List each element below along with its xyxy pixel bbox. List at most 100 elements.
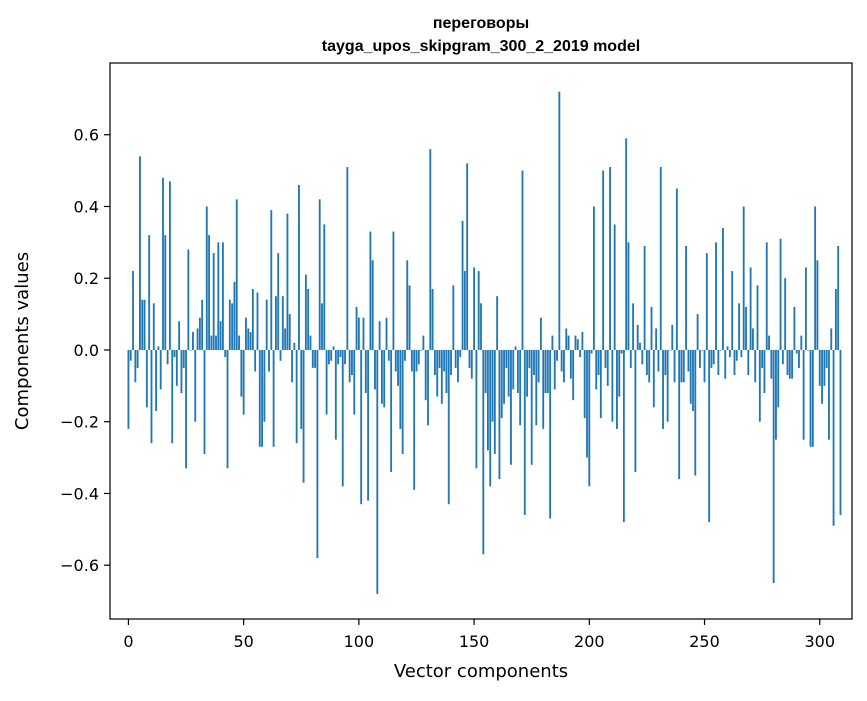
- bar: [132, 271, 134, 350]
- bar: [360, 349, 363, 505]
- bar: [705, 253, 708, 350]
- bar: [371, 260, 374, 350]
- bar: [830, 328, 833, 350]
- bar: [196, 328, 199, 350]
- bar: [696, 314, 699, 350]
- bar: [457, 349, 459, 383]
- bar: [415, 349, 418, 372]
- bar: [551, 335, 554, 350]
- bar: [332, 346, 335, 350]
- bar: [219, 321, 222, 350]
- bar: [436, 349, 439, 397]
- bar: [639, 342, 641, 350]
- bar: [546, 349, 549, 394]
- bar: [602, 170, 605, 350]
- bar: [447, 349, 450, 505]
- chart-title: переговоры: [433, 15, 529, 32]
- bar: [339, 349, 342, 358]
- bar: [392, 231, 395, 350]
- bar: [622, 349, 625, 523]
- bar: [175, 349, 178, 386]
- bar: [231, 303, 234, 350]
- bar: [731, 271, 734, 350]
- bar: [256, 292, 259, 350]
- bar: [814, 206, 817, 350]
- bar: [754, 349, 757, 383]
- bar: [198, 317, 201, 350]
- bar: [588, 349, 591, 487]
- bar: [162, 177, 164, 350]
- bar: [182, 349, 185, 368]
- bar: [351, 349, 353, 376]
- bar: [173, 349, 176, 358]
- bar: [431, 288, 434, 350]
- y-axis-ticks: −0.6 −0.4 −0.2 0.0 0.2 0.4 0.6: [60, 126, 110, 575]
- bar: [500, 349, 503, 419]
- bar: [503, 349, 505, 404]
- bar: [583, 349, 586, 419]
- bar: [825, 349, 828, 368]
- bar: [800, 335, 803, 350]
- bar: [510, 349, 512, 465]
- bar: [327, 349, 330, 365]
- bar: [399, 349, 402, 429]
- bar: [178, 321, 181, 350]
- bar: [427, 349, 429, 426]
- y-tick-label: 0.2: [74, 269, 99, 288]
- bar: [489, 349, 492, 487]
- bar: [168, 181, 171, 350]
- bar: [281, 296, 284, 350]
- bar: [505, 349, 508, 368]
- bar: [408, 285, 411, 350]
- bar: [634, 349, 637, 472]
- bar: [758, 349, 761, 422]
- bar: [205, 206, 208, 350]
- bar: [662, 349, 664, 429]
- bar: [788, 349, 791, 379]
- bar: [397, 349, 399, 386]
- bar: [180, 349, 183, 394]
- bar: [272, 349, 275, 447]
- bar: [295, 349, 298, 444]
- bar: [422, 335, 425, 350]
- bar: [443, 349, 446, 372]
- bar: [717, 349, 720, 376]
- bar: [514, 346, 517, 350]
- y-tick-label: 0.4: [74, 197, 99, 216]
- bar: [576, 339, 579, 350]
- bar: [832, 349, 835, 526]
- bar: [159, 349, 162, 390]
- bar: [463, 271, 466, 350]
- bar: [528, 349, 531, 368]
- bar: [625, 138, 628, 350]
- bar: [228, 299, 231, 350]
- bar: [337, 349, 340, 365]
- bar: [353, 349, 356, 415]
- bar: [749, 267, 752, 350]
- bar: [274, 296, 277, 350]
- bar: [682, 349, 685, 383]
- bar: [728, 349, 731, 358]
- y-tick-label: −0.4: [60, 484, 99, 503]
- bar: [341, 349, 344, 487]
- bar: [318, 199, 321, 350]
- bar: [192, 332, 194, 350]
- bar: [627, 242, 630, 350]
- bar: [387, 349, 390, 361]
- bar: [355, 306, 358, 350]
- bar: [765, 242, 768, 350]
- x-tick-label: 100: [344, 632, 375, 651]
- bar: [300, 349, 303, 429]
- bar: [692, 349, 694, 411]
- bar: [148, 235, 151, 350]
- bar: [740, 349, 743, 358]
- bar: [357, 317, 360, 350]
- bar: [143, 299, 146, 350]
- bar: [484, 349, 487, 394]
- bar: [316, 349, 319, 559]
- bar: [440, 349, 443, 404]
- bar: [261, 349, 264, 447]
- bar: [212, 253, 215, 350]
- bar: [134, 349, 137, 383]
